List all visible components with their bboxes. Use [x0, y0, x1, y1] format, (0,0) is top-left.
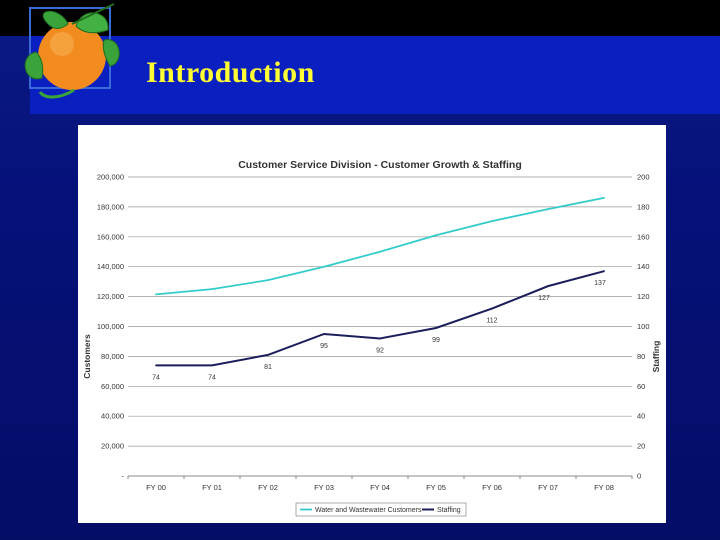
- staffing-data-point: [211, 364, 213, 367]
- y-tick-label: 40,000: [101, 412, 124, 421]
- staffing-data-label: 99: [432, 337, 440, 344]
- customers-data-point: [211, 288, 213, 291]
- x-tick-label: FY 08: [594, 483, 614, 492]
- chart-panel: Customer Service Division - Customer Gro…: [78, 125, 666, 523]
- y-tick-label: -: [122, 472, 125, 481]
- y2-tick-label: 160: [637, 232, 650, 241]
- legend-label-staffing: Staffing: [437, 507, 461, 514]
- x-tick-label: FY 06: [482, 483, 502, 492]
- y2-tick-label: 40: [637, 412, 645, 421]
- customers-data-point: [547, 208, 549, 211]
- staffing-data-label: 81: [264, 364, 272, 371]
- staffing-data-point: [547, 285, 549, 288]
- staffing-data-label: 74: [152, 374, 160, 381]
- y2-tick-label: 20: [637, 442, 645, 451]
- y2-tick-label: 60: [637, 382, 645, 391]
- staffing-data-point: [323, 333, 325, 335]
- x-tick-label: FY 07: [538, 483, 558, 492]
- y-tick-label: 60,000: [101, 382, 124, 391]
- customer-growth-staffing-chart: Customer Service Division - Customer Gro…: [82, 159, 661, 517]
- customers-data-point: [603, 197, 605, 199]
- chart-title: Customer Service Division - Customer Gro…: [238, 159, 522, 171]
- y-tick-label: 80,000: [101, 352, 124, 361]
- y-tick-label: 180,000: [97, 202, 124, 211]
- y2-tick-label: 0: [637, 472, 641, 481]
- x-tick-label: FY 03: [314, 483, 334, 492]
- x-tick-label: FY 04: [370, 483, 390, 492]
- staffing-data-point: [155, 364, 157, 367]
- legend-box: [295, 502, 467, 517]
- title-bar: [30, 36, 720, 114]
- y-tick-label: 120,000: [97, 292, 124, 301]
- customers-data-point: [491, 220, 493, 223]
- staffing-data-point: [435, 327, 437, 329]
- y2-tick-label: 120: [637, 292, 650, 301]
- staffing-data-point: [491, 307, 493, 310]
- y2-tick-label: 80: [637, 352, 645, 361]
- staffing-data-label: 137: [594, 280, 606, 287]
- top-bar: [0, 0, 720, 36]
- y-tick-label: 20,000: [101, 442, 124, 451]
- customers-data-point: [267, 279, 269, 282]
- customers-data-point: [323, 265, 325, 268]
- customers-data-point: [435, 234, 437, 237]
- y-axis-title: Customers: [82, 334, 92, 379]
- staffing-data-point: [603, 270, 605, 273]
- y-tick-label: 100,000: [97, 322, 124, 331]
- customers-data-point: [155, 293, 157, 296]
- y2-tick-label: 140: [637, 262, 650, 271]
- y-tick-label: 160,000: [97, 232, 124, 241]
- customers-series-line: [155, 197, 605, 296]
- staffing-data-label: 74: [208, 374, 216, 381]
- slide-title: Introduction: [146, 56, 315, 89]
- y-tick-label: 140,000: [97, 262, 124, 271]
- y2-tick-label: 100: [637, 322, 650, 331]
- staffing-data-label: 92: [376, 347, 384, 354]
- orange-fruit-with-leaves-icon: [14, 0, 124, 108]
- y2-tick-label: 180: [637, 202, 650, 211]
- y-tick-label: 200,000: [97, 173, 124, 182]
- x-tick-label: FY 00: [146, 483, 166, 492]
- staffing-data-label: 127: [538, 295, 550, 302]
- x-tick-label: FY 01: [202, 483, 222, 492]
- customers-data-point: [379, 250, 381, 253]
- y2-tick-label: 200: [637, 173, 650, 182]
- staffing-data-label: 112: [486, 318, 497, 325]
- x-tick-label: FY 05: [426, 483, 446, 492]
- staffing-data-point: [379, 337, 381, 340]
- legend-label-customers: Water and Wastewater Customers: [315, 507, 422, 514]
- y2-axis-title: Staffing: [651, 341, 661, 373]
- x-tick-label: FY 02: [258, 483, 278, 492]
- staffing-data-point: [267, 354, 269, 356]
- staffing-data-label: 95: [320, 343, 328, 350]
